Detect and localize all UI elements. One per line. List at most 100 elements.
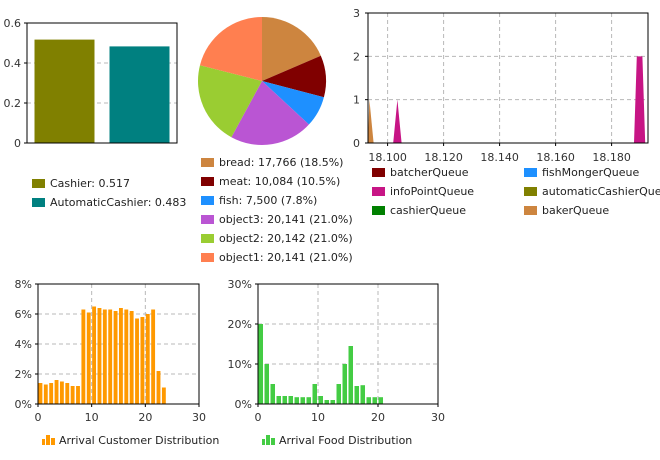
arrival-food-bar <box>270 384 275 404</box>
arrival-food-bar <box>342 364 347 404</box>
arrival-customer-bar <box>145 314 150 404</box>
arrival-customer-bar <box>43 384 48 404</box>
plot-area <box>258 284 438 404</box>
arrival-customer-bar <box>92 306 97 404</box>
arrival-customer-bar <box>156 371 161 404</box>
queue-legend-col2: fishMongerQueue automaticCashierQueue ba… <box>524 163 660 220</box>
arrival-food-bar <box>306 397 311 404</box>
arrival-customer-bar <box>38 383 43 404</box>
legend-item-object3: object3: 20,141 (21.0%) <box>201 210 353 229</box>
legend-label: object1: 20,141 (21.0%) <box>219 251 353 264</box>
cashier-legend: Cashier: 0.517 AutomaticCashier: 0.483 <box>32 174 186 212</box>
pie-slice-meat <box>262 55 326 98</box>
y-tick-label: 0 <box>14 137 21 150</box>
arrival-food-bar <box>336 384 341 404</box>
arrival-customer-bar <box>54 380 59 404</box>
arrival-customer-bar <box>124 309 129 404</box>
y-tick-label: 0% <box>15 398 32 411</box>
bread-swatch <box>201 158 214 167</box>
arrival-food-bar <box>264 364 269 404</box>
x-tick-label: 20 <box>138 411 152 424</box>
arrival-customer-bar <box>76 386 80 404</box>
legend-item-object1: object1: 20,141 (21.0%) <box>201 248 353 267</box>
arrival-customer-bar <box>129 311 134 404</box>
x-tick-label: 0 <box>255 411 262 424</box>
x-tick-label: 18.120 <box>424 151 463 164</box>
bar-cashier <box>34 39 95 143</box>
x-tick-label: 20 <box>371 411 385 424</box>
y-tick-label: 1 <box>353 94 360 107</box>
arrival-customer-bar <box>140 317 145 404</box>
arrival-customer-bar <box>113 311 118 404</box>
pie-slice-object2 <box>197 65 262 138</box>
legend-item-batcher-queue: batcherQueue <box>372 163 474 182</box>
x-tick-label: 30 <box>431 411 445 424</box>
arrival-customer-bar <box>161 387 166 404</box>
arrival-food-bar <box>324 400 329 404</box>
legend-item-fishmonger-queue: fishMongerQueue <box>524 163 660 182</box>
legend-label: Arrival Food Distribution <box>279 434 413 447</box>
y-tick-label: 6% <box>15 308 32 321</box>
pie-slice-fish <box>262 81 324 125</box>
x-tick-label: 10 <box>311 411 325 424</box>
x-tick-label: 18.180 <box>592 151 631 164</box>
plot-border <box>367 12 649 144</box>
bar-chart-icon <box>262 435 275 445</box>
arrival-food-bar <box>312 384 317 404</box>
y-tick-label: 2 <box>353 50 360 63</box>
meat-swatch <box>201 177 214 186</box>
arrival-customer-bar <box>108 309 113 404</box>
arrival-customer-bar <box>151 309 156 404</box>
legend-label: meat: 10,084 (10.5%) <box>219 175 341 188</box>
legend-label: batcherQueue <box>390 166 469 179</box>
y-tick-label: 10% <box>228 358 252 371</box>
legend-label: AutomaticCashier: 0.483 <box>50 196 187 209</box>
legend-label: infoPointQueue <box>390 185 475 198</box>
arrival-food-bar <box>318 396 323 404</box>
y-tick-label: 0.6 <box>4 17 22 30</box>
fish-swatch <box>201 196 214 205</box>
y-tick-label: 4% <box>15 338 32 351</box>
y-tick-label: 0.4 <box>4 57 22 70</box>
plot-border <box>37 283 200 405</box>
x-tick-label: 0 <box>35 411 42 424</box>
arrival-customer-bar <box>102 309 107 404</box>
pie-slice-object1 <box>199 17 262 81</box>
cashier-queue-swatch <box>372 206 385 215</box>
legend-label: bread: 17,766 (18.5%) <box>219 156 344 169</box>
legend-item-fish: fish: 7,500 (7.8%) <box>201 191 353 210</box>
arrival-food-bar <box>348 346 353 404</box>
legend-item-cashier-queue: cashierQueue <box>372 201 474 220</box>
arrival-food-bar <box>288 396 293 404</box>
legend-item-object2: object2: 20,142 (21.0%) <box>201 229 353 248</box>
plot-area <box>368 13 648 143</box>
cashier-swatch <box>32 179 45 188</box>
y-tick-label: 30% <box>228 278 252 291</box>
x-tick-label: 10 <box>85 411 99 424</box>
object3-swatch <box>201 215 214 224</box>
y-tick-label: 0% <box>235 398 252 411</box>
arrival-customer-legend: Arrival Customer Distribution <box>42 434 219 447</box>
area-bakerQueue <box>368 99 374 143</box>
baker-queue-swatch <box>524 206 537 215</box>
bar-automaticcashier <box>109 46 170 143</box>
arrival-food-legend: Arrival Food Distribution <box>262 434 412 447</box>
arrival-customer-bar <box>49 383 54 404</box>
bar-chart-icon <box>42 435 55 445</box>
legend-label: object3: 20,141 (21.0%) <box>219 213 353 226</box>
y-tick-label: 8% <box>15 278 32 291</box>
y-tick-label: 0 <box>353 137 360 150</box>
legend-label: automaticCashierQueue <box>542 185 660 198</box>
arrival-food-bar <box>258 324 263 404</box>
fishmonger-queue-swatch <box>524 168 537 177</box>
automatic-cashier-queue-swatch <box>524 187 537 196</box>
legend-label: cashierQueue <box>390 204 466 217</box>
legend-label: Cashier: 0.517 <box>50 177 130 190</box>
plot-border <box>26 22 178 144</box>
automatic-cashier-swatch <box>32 198 45 207</box>
legend-item-cashier: Cashier: 0.517 <box>32 174 186 193</box>
arrival-food-bar <box>330 400 335 404</box>
arrival-food-bar <box>282 396 287 404</box>
arrival-customer-bar <box>119 308 123 404</box>
